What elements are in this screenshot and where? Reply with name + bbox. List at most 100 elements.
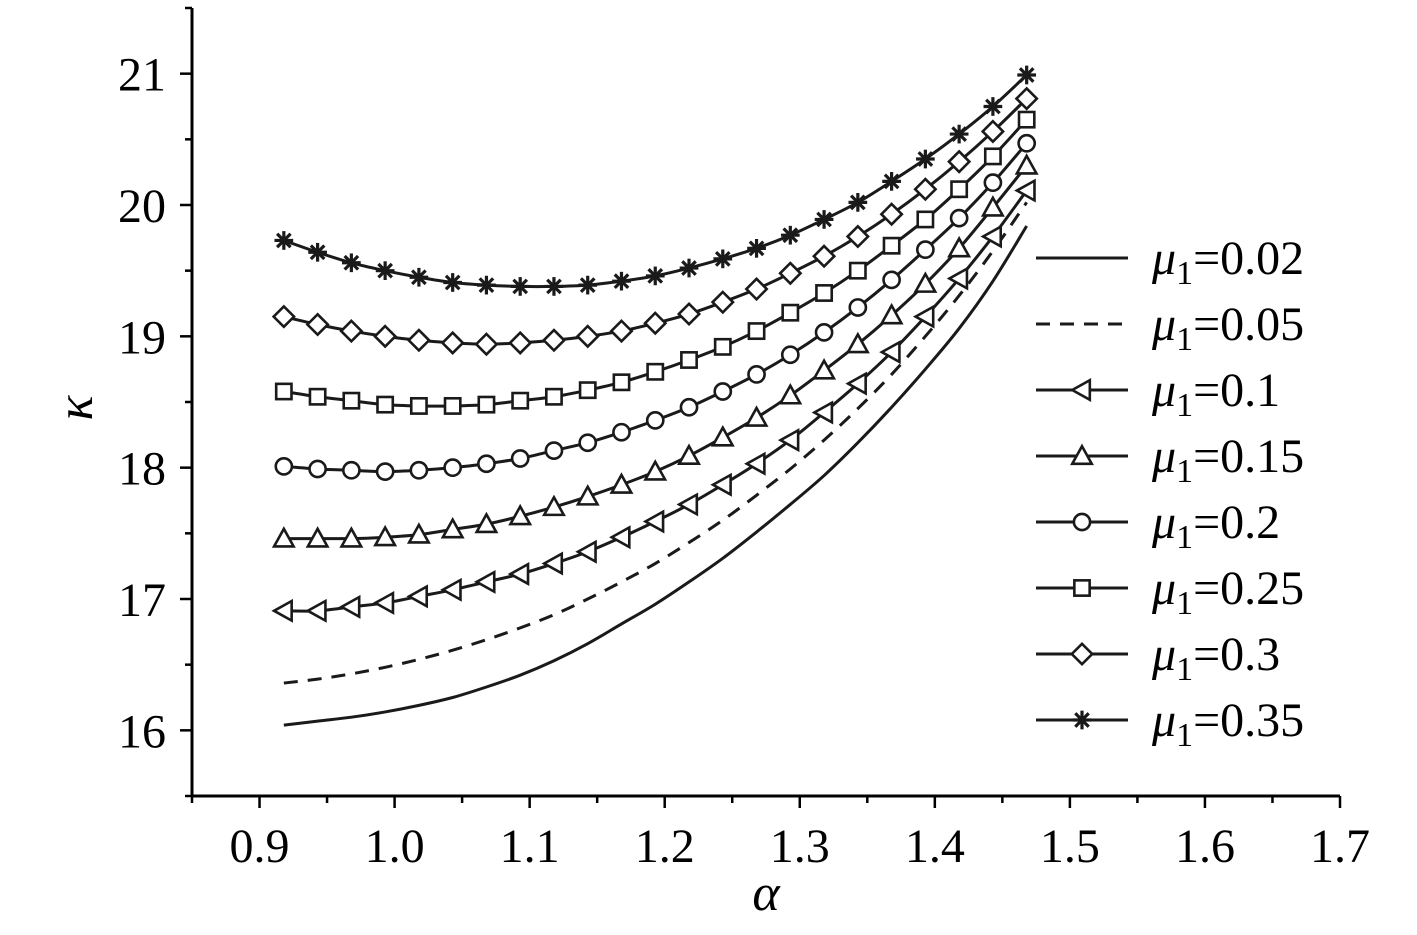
- data-point-diamond: [744, 277, 769, 302]
- data-point-triangle: [845, 331, 870, 354]
- data-point-triangle-left: [271, 598, 293, 623]
- legend-value: =0.02: [1193, 232, 1304, 285]
- legend-value: =0.25: [1193, 562, 1304, 615]
- x-tick-label: 1.1: [500, 820, 560, 873]
- series-7: [274, 65, 1037, 296]
- legend-label: μ1=0.3: [1151, 628, 1280, 688]
- legend-mu-symbol: μ: [1151, 364, 1176, 417]
- data-point-triangle-left: [980, 224, 1003, 249]
- data-point-star: [882, 172, 901, 191]
- data-point-circle: [1072, 512, 1092, 532]
- legend-subscript: 1: [1176, 255, 1193, 292]
- legend-item: μ1=0.3: [1036, 628, 1280, 688]
- data-point-triangle: [677, 443, 702, 465]
- data-point-square: [612, 373, 631, 392]
- data-point-square: [578, 381, 597, 400]
- data-point-diamond: [609, 319, 634, 344]
- y-tick-label: 21: [118, 49, 166, 102]
- data-point-circle: [780, 345, 800, 365]
- y-tick-label: 20: [118, 180, 166, 233]
- data-point-triangle: [508, 503, 533, 526]
- data-point-triangle-left: [744, 451, 766, 476]
- data-point-triangle-left: [777, 428, 800, 453]
- data-point-circle: [983, 173, 1003, 193]
- series-line: [283, 164, 1028, 541]
- data-point-triangle: [406, 522, 431, 544]
- data-point-diamond: [541, 328, 566, 353]
- data-point-triangle: [778, 382, 803, 405]
- data-point-square: [815, 284, 834, 302]
- data-point-diamond: [879, 202, 904, 227]
- legend-subscript: 1: [1176, 585, 1193, 622]
- series-layer: [271, 65, 1039, 727]
- series-5: [274, 110, 1036, 415]
- data-point-star: [308, 242, 327, 262]
- y-tick-label: 16: [118, 705, 166, 758]
- legend-label: μ1=0.15: [1151, 430, 1304, 490]
- data-point-triangle: [373, 524, 398, 547]
- data-point-diamond: [1014, 86, 1039, 111]
- series-4: [274, 133, 1037, 481]
- series-1: [283, 201, 1028, 685]
- series-2: [271, 178, 1036, 623]
- data-point-star: [342, 253, 361, 273]
- data-point-star: [916, 149, 935, 169]
- legend-value: =0.15: [1193, 430, 1304, 483]
- data-point-diamond: [845, 224, 870, 249]
- data-point-diamond: [980, 119, 1005, 144]
- data-point-triangle-left: [676, 492, 699, 517]
- data-point-triangle-left: [338, 594, 361, 619]
- legend-subscript: 1: [1176, 519, 1193, 556]
- data-point-triangle-left: [879, 340, 901, 365]
- x-tick-label: 1.7: [1310, 820, 1370, 873]
- data-point-star: [510, 277, 530, 296]
- legend-item: μ1=0.25: [1036, 562, 1304, 622]
- data-point-triangle: [339, 526, 364, 548]
- legend-item: μ1=0.05: [1036, 298, 1304, 358]
- data-point-diamond: [440, 330, 465, 355]
- data-point-star: [477, 275, 496, 295]
- data-point-square: [409, 396, 428, 415]
- data-point-star: [983, 97, 1003, 116]
- data-point-triangle: [271, 526, 296, 548]
- data-point-triangle-left: [305, 598, 327, 623]
- data-point-circle: [882, 270, 901, 290]
- data-point-star: [409, 267, 429, 287]
- legend-mu-symbol: μ: [1151, 430, 1176, 483]
- legend-item: μ1=0.35: [1036, 694, 1304, 754]
- data-point-circle: [443, 458, 463, 478]
- data-point-circle: [612, 422, 631, 442]
- data-point-triangle-left: [845, 371, 867, 396]
- legend-label: μ1=0.35: [1151, 694, 1304, 754]
- data-point-diamond: [913, 177, 938, 202]
- legend-item: μ1=0.1: [1036, 364, 1280, 424]
- legend-mu-symbol: μ: [1151, 232, 1176, 285]
- data-point-star: [1017, 65, 1037, 85]
- data-point-star: [1072, 710, 1092, 730]
- legend-mu-symbol: μ: [1151, 562, 1176, 615]
- data-point-triangle-left: [946, 266, 969, 291]
- data-point-circle: [1017, 133, 1037, 153]
- data-point-triangle-left: [912, 304, 935, 329]
- legend: μ1=0.02μ1=0.05μ1=0.1μ1=0.15μ1=0.2μ1=0.25…: [1036, 232, 1304, 754]
- data-point-circle: [645, 411, 665, 430]
- data-point-square: [747, 322, 766, 341]
- data-point-square: [882, 236, 901, 255]
- data-point-circle: [510, 449, 530, 468]
- data-point-triangle-left: [507, 562, 530, 587]
- x-tick-label: 1.2: [635, 820, 695, 873]
- data-point-circle: [477, 454, 496, 474]
- data-point-square: [308, 387, 327, 406]
- data-point-star: [443, 273, 463, 292]
- data-point-star: [780, 225, 800, 245]
- data-point-triangle-left: [710, 472, 732, 497]
- data-point-circle: [814, 323, 834, 342]
- data-point-star: [713, 249, 733, 269]
- data-point-triangle-left: [609, 525, 631, 550]
- legend-value: =0.35: [1193, 694, 1304, 747]
- data-point-circle: [544, 441, 564, 460]
- data-point-triangle: [980, 195, 1005, 217]
- data-point-diamond: [474, 332, 499, 357]
- data-point-triangle: [541, 494, 566, 517]
- data-point-triangle: [744, 405, 769, 427]
